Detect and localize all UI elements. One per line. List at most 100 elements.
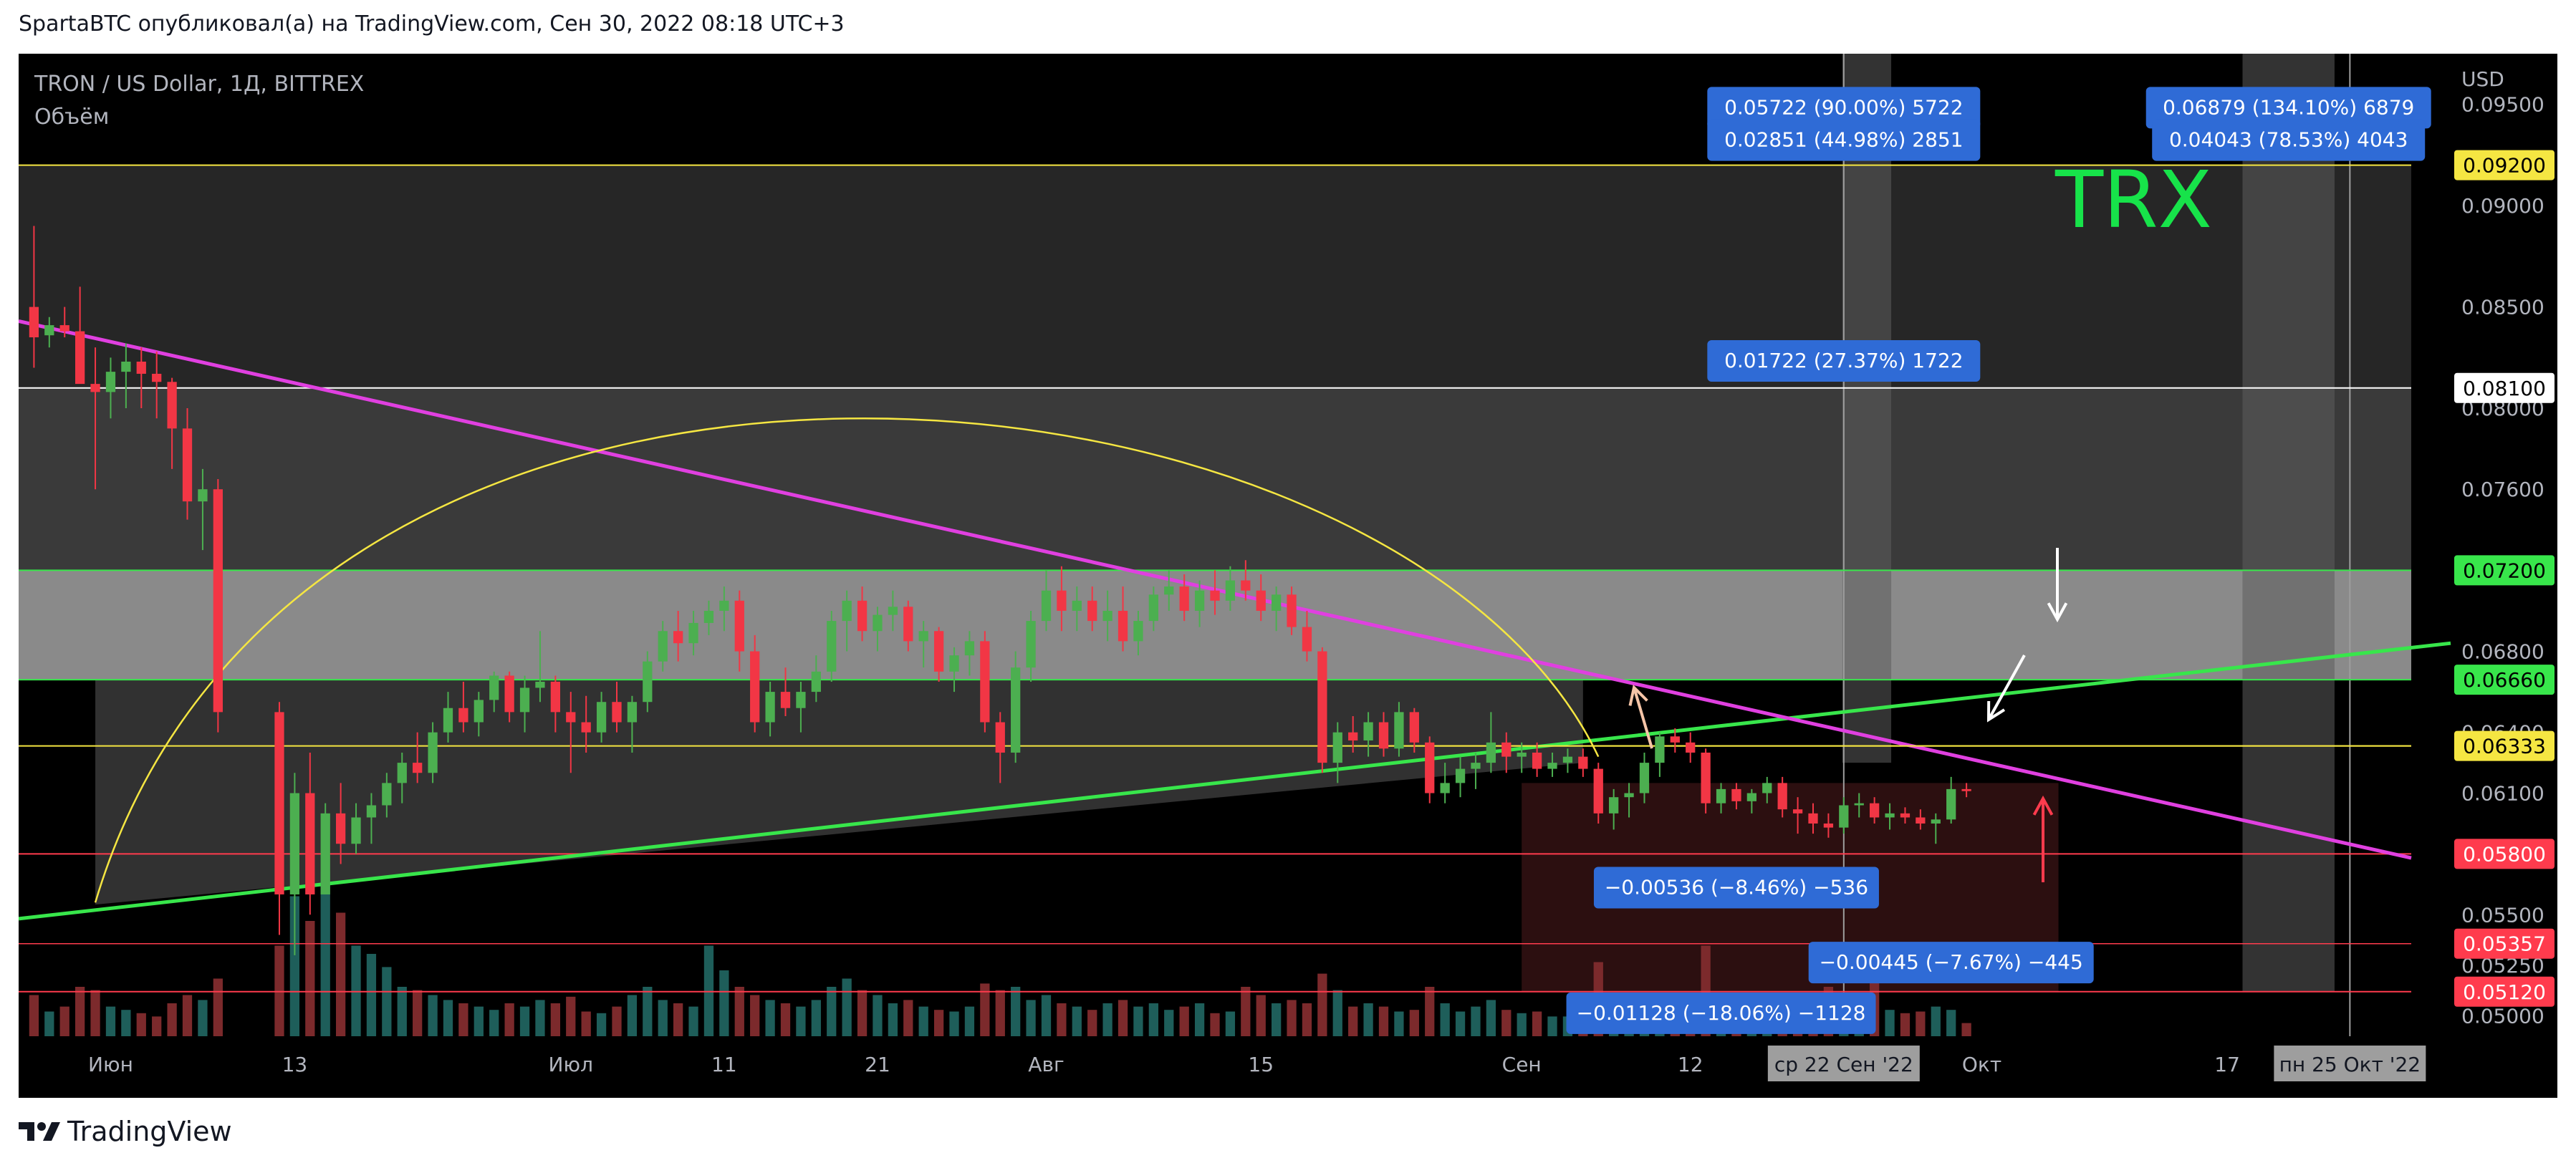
price-level-tag-text: 0.08100 — [2463, 377, 2546, 400]
candle-body — [857, 600, 868, 632]
tradingview-brand: TradingView — [67, 1116, 232, 1147]
axes-layer: 0.095000.090000.085000.080000.076000.068… — [88, 93, 2555, 1081]
price-level-tag — [2454, 928, 2555, 959]
candle-body — [1885, 813, 1895, 818]
candle-body — [1317, 651, 1327, 763]
volume-bar — [1961, 1023, 1971, 1036]
trx-watermark: TRX — [2054, 154, 2212, 246]
volume-bar — [1148, 1003, 1158, 1036]
volume-bar — [566, 996, 576, 1036]
x-tick-label: Июн — [88, 1053, 133, 1076]
price-chart[interactable]: 0.095000.090000.085000.080000.076000.068… — [19, 54, 2557, 1098]
candle-body — [688, 622, 698, 644]
measure-label-text: −0.00445 (−7.67%) −445 — [1820, 950, 2083, 974]
candle-body — [136, 361, 146, 374]
volume-bar — [964, 1006, 975, 1036]
candle-body — [1118, 610, 1128, 642]
candle-body — [1823, 823, 1834, 828]
x-tick-label: Сен — [1502, 1053, 1542, 1076]
x-tick-label: Июл — [549, 1053, 593, 1076]
measure-label-box — [1808, 942, 2094, 984]
x-tick-label: Авг — [1028, 1053, 1064, 1076]
candle-body — [1517, 752, 1527, 757]
candle-body — [1655, 736, 1665, 763]
volume-bar — [366, 954, 377, 1036]
volume-bar — [658, 1000, 668, 1036]
candle-body — [842, 600, 852, 622]
zone-middle — [19, 387, 2411, 571]
volume-bar — [443, 1000, 453, 1036]
candle-body — [1011, 667, 1021, 753]
x-crosshair-label: ср 22 Сен '22 — [1774, 1053, 1913, 1076]
volume-bar — [1885, 1010, 1895, 1036]
volume-bar — [1210, 1013, 1220, 1036]
volume-bar — [673, 1003, 683, 1036]
candle-body — [1792, 809, 1803, 814]
volume-bar — [44, 1011, 54, 1036]
volume-bar — [734, 987, 744, 1036]
candle-body — [627, 702, 638, 723]
candle-body — [750, 651, 760, 723]
candle-body — [474, 700, 484, 723]
volume-bar — [596, 1013, 607, 1036]
price-level-tag-text: 0.06660 — [2463, 668, 2546, 692]
volume-bar — [1363, 1003, 1373, 1036]
volume-bar — [351, 945, 361, 1036]
candle-body — [1378, 722, 1389, 749]
candle-body — [827, 621, 837, 672]
volume-bar — [1057, 1003, 1067, 1036]
candle-body — [719, 600, 729, 611]
candle-body — [1348, 732, 1358, 740]
candle-body — [167, 382, 177, 429]
candle-body — [1609, 797, 1619, 814]
candle-body — [1272, 594, 1282, 611]
candle-body — [1409, 712, 1419, 743]
volume-bar — [1900, 1013, 1911, 1036]
candle-body — [1425, 742, 1435, 793]
ascending-trendline — [19, 641, 2451, 921]
candle-body — [734, 600, 744, 652]
x-tick-label: 12 — [1678, 1053, 1703, 1076]
candle-body — [949, 655, 959, 672]
measure-label-box — [1707, 87, 1981, 129]
volume-bar — [612, 1006, 622, 1036]
candle-body — [382, 783, 392, 806]
candle-body — [1241, 580, 1251, 591]
candle-body — [964, 641, 975, 656]
candle-body — [305, 793, 315, 894]
candle-body — [535, 681, 545, 688]
candle-body — [903, 607, 913, 642]
y-tick-label: 0.09000 — [2461, 194, 2544, 218]
chart-subtitle: Объём — [34, 105, 109, 130]
measure-label-text: 0.05722 (90.00%) 5722 — [1724, 95, 1963, 119]
volume-bar — [213, 978, 223, 1036]
y-tick-label: 0.07600 — [2461, 478, 2544, 501]
candle-body — [519, 687, 530, 713]
volume-bar — [90, 990, 100, 1036]
volume-bar — [289, 896, 300, 1036]
measure-label-box — [1566, 992, 1876, 1034]
measure-label-box — [1593, 867, 1879, 909]
x-crosshair-box — [1767, 1046, 1920, 1081]
candle-body — [612, 702, 622, 723]
price-level-tag-text: 0.06333 — [2463, 735, 2546, 758]
volume-bar — [1471, 1006, 1481, 1036]
candle-body — [1854, 803, 1864, 806]
candle-body — [105, 372, 116, 392]
volume-bar — [1026, 1000, 1036, 1036]
candle-body — [75, 331, 85, 385]
candle-body — [765, 692, 775, 723]
chart-title: TRON / US Dollar, 1Д, BITTREX — [34, 72, 364, 97]
candle-body — [1102, 610, 1112, 622]
candle-body — [1916, 817, 1926, 824]
volume-bar — [75, 987, 85, 1036]
zone-upper — [19, 165, 2411, 388]
volume-bar — [121, 1010, 131, 1036]
x-crosshair-box — [2274, 1046, 2426, 1081]
volume-bar — [1486, 1000, 1496, 1036]
volume-bar — [458, 1003, 468, 1036]
volume-bar — [274, 945, 284, 1036]
volume-bar — [719, 970, 729, 1036]
volume-bar — [305, 921, 315, 1036]
candle-body — [90, 384, 100, 392]
